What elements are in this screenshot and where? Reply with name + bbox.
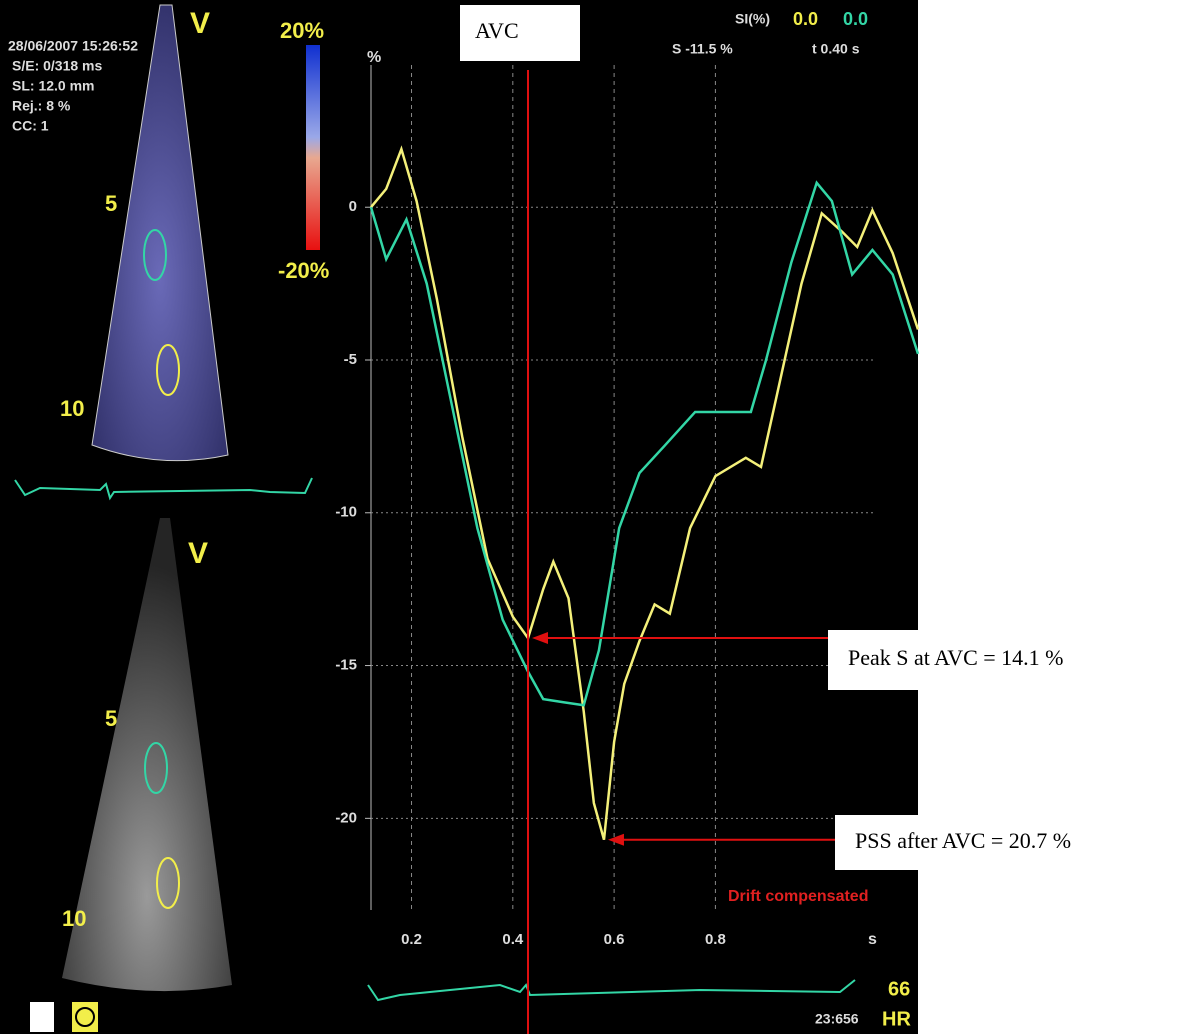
scale-min: -20% — [278, 258, 329, 283]
view-label: V — [188, 537, 208, 570]
scale-max: 20% — [280, 18, 324, 43]
y-tick-label: -5 — [344, 351, 357, 368]
cursor-time: t 0.40 s — [812, 41, 860, 57]
pencil-icon[interactable] — [30, 1002, 54, 1032]
annotation-box — [835, 815, 1190, 870]
depth: 10 — [62, 906, 86, 931]
y-tick-label: 0 — [349, 198, 357, 215]
annotation: PSS after AVC = 20.7 % — [855, 828, 1071, 853]
arrow-head — [532, 632, 549, 645]
y-axis-label: % — [367, 49, 381, 66]
view-label: V — [190, 7, 210, 40]
roi-yellow — [156, 344, 180, 396]
roi-yellow — [156, 857, 180, 909]
x-axis-label: s — [868, 931, 877, 948]
roi-green — [143, 229, 167, 281]
strain-curve — [369, 180, 920, 707]
y-tick-label: -10 — [335, 504, 357, 521]
roi-green — [144, 742, 168, 794]
ecg-trace — [14, 477, 313, 501]
annotation-box — [460, 5, 580, 61]
y-tick-label: -20 — [335, 809, 357, 826]
annotation: AVC — [475, 18, 519, 43]
info: Rej.: 8 % — [12, 98, 71, 114]
si-value: 0.0 — [843, 9, 868, 29]
annotation-box — [828, 630, 1190, 690]
x-tick-label: 0.8 — [705, 931, 726, 948]
x-tick-label: 0.4 — [502, 931, 524, 948]
x-tick-label: 0.6 — [604, 931, 625, 948]
timestamp: 28/06/2007 15:26:52 — [8, 38, 138, 54]
depth: 5 — [105, 191, 117, 216]
annotation: Peak S at AVC = 14.1 % — [848, 645, 1064, 670]
strain-plot: % s 0 -5 -10 -15 -20 0.2 0.4 0.6 0.8 — [335, 49, 920, 1034]
hr-value: 66 — [888, 978, 910, 1000]
cursor-strain: S -11.5 % — [672, 41, 733, 57]
ecg-trace — [367, 979, 856, 1002]
info: S/E: 0/318 ms — [12, 58, 102, 74]
arrow-head — [607, 833, 624, 846]
y-tick-label: -15 — [335, 657, 357, 674]
hr-label: HR — [882, 1008, 911, 1030]
depth: 10 — [60, 396, 84, 421]
strain-curve — [370, 145, 920, 841]
x-tick-label: 0.2 — [401, 931, 422, 948]
time-code: 23:656 — [815, 1011, 859, 1027]
info: CC: 1 — [12, 118, 49, 134]
roi-icon-circle — [75, 1007, 95, 1027]
color-bar — [306, 45, 320, 250]
depth: 5 — [105, 706, 117, 731]
si-value: 0.0 — [793, 9, 818, 29]
drift-label: Drift compensated — [728, 888, 868, 905]
info: SL: 12.0 mm — [12, 78, 94, 94]
si-label: SI(%) — [735, 11, 770, 27]
